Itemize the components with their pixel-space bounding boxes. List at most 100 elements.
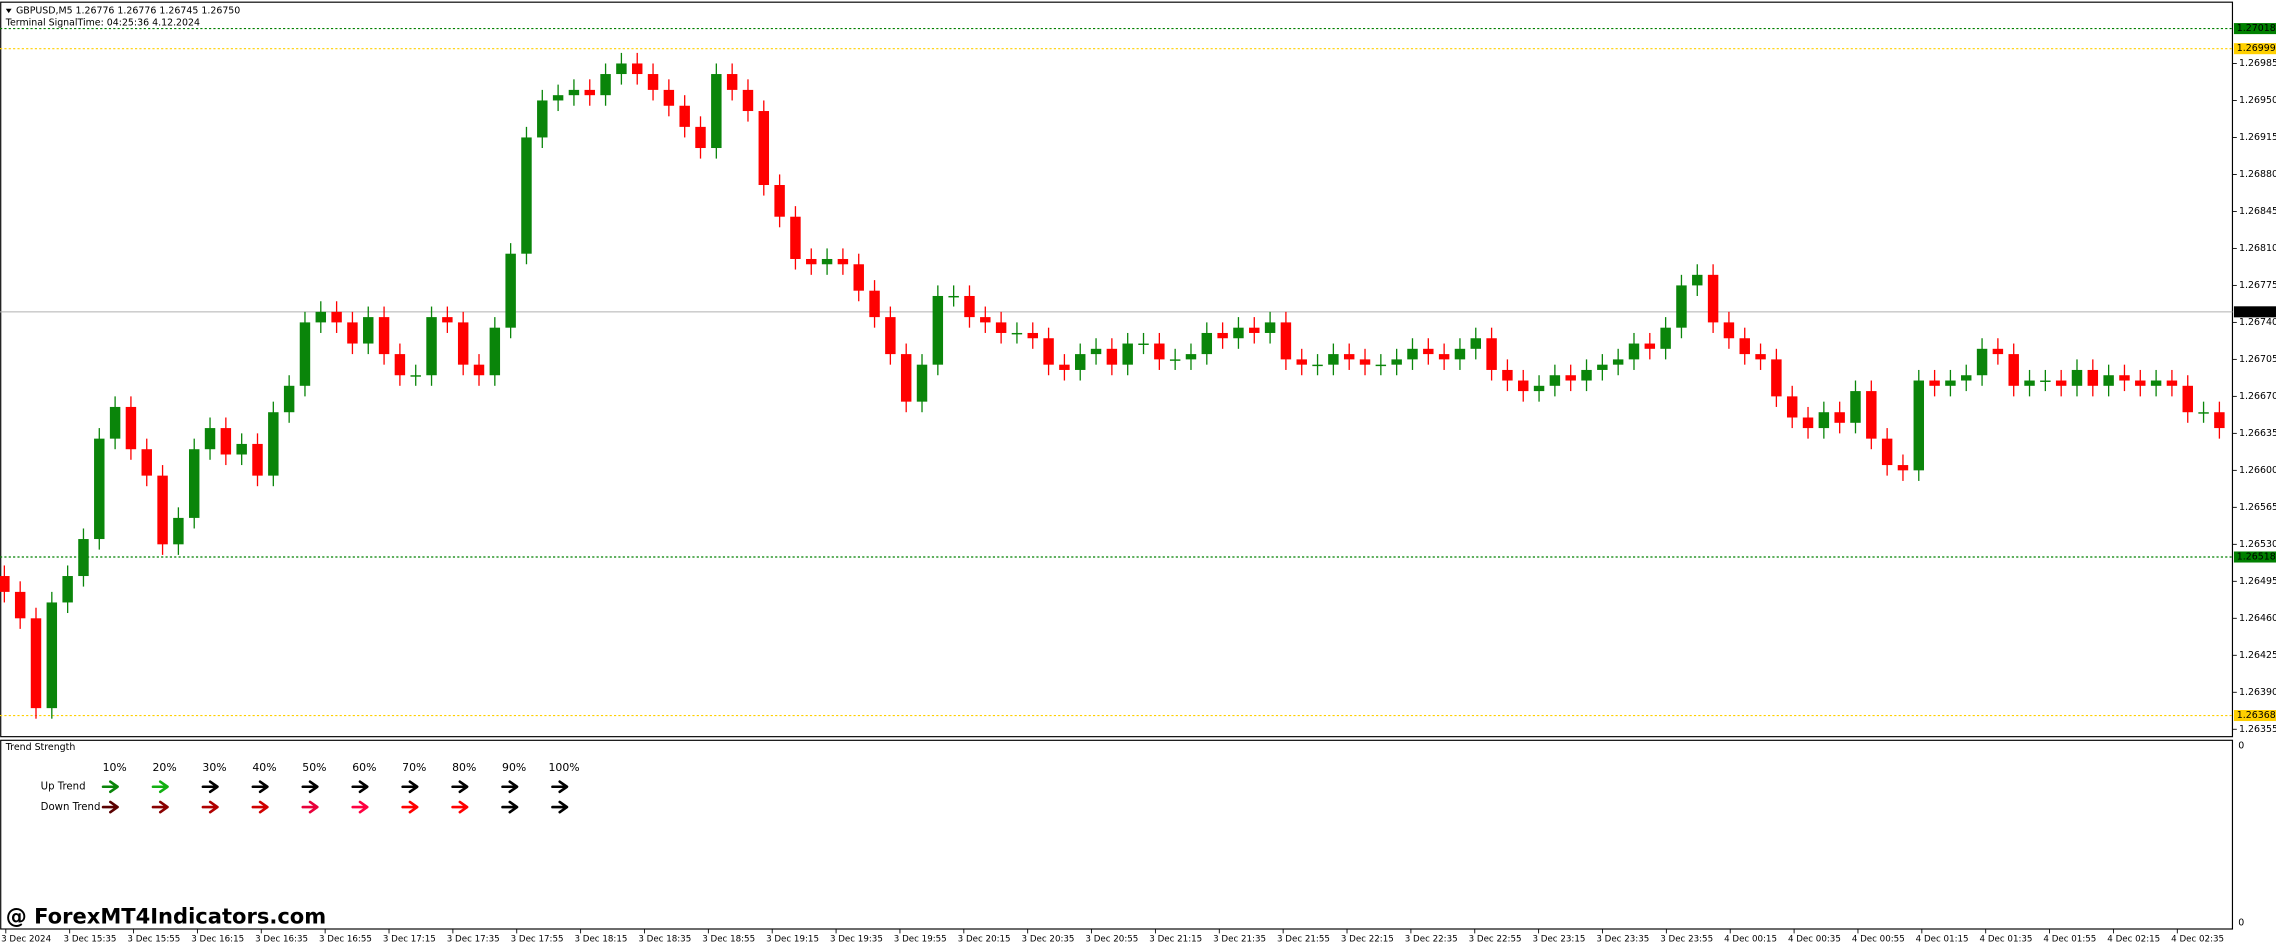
candle-body	[1249, 327, 1260, 333]
x-tick-label: 3 Dec 18:55	[702, 935, 755, 945]
main-frame	[0, 1, 2234, 738]
candle-body	[1217, 332, 1228, 339]
candle-body	[1866, 391, 1877, 439]
candle-body	[2198, 412, 2209, 414]
x-tick-label: 3 Dec 23:35	[1596, 935, 1649, 945]
y-tick-label: 1.26600	[2239, 465, 2276, 476]
candle-body	[1992, 348, 2004, 355]
candle-body	[30, 618, 42, 709]
level-tag	[2233, 43, 2276, 55]
candle-body	[331, 311, 342, 323]
trend-arrow	[151, 780, 169, 794]
candle-body	[1043, 338, 1054, 365]
y-tick-label: 1.26565	[2239, 502, 2276, 513]
trend-arrow	[251, 780, 269, 794]
level-label: 1.26518	[2237, 552, 2276, 563]
trend-arrow	[101, 780, 119, 794]
candle-body	[1723, 322, 1735, 339]
trend-arrow	[251, 800, 269, 814]
y-tick-label: 1.26530	[2239, 539, 2276, 550]
y-tick-label: 1.26740	[2239, 317, 2276, 328]
strength-level: 80%	[452, 761, 476, 774]
candle-body	[853, 264, 864, 291]
x-tick-label: 4 Dec 01:15	[1916, 935, 1969, 945]
candle-body	[94, 438, 105, 540]
candle-body	[457, 322, 469, 365]
candle-body	[552, 95, 564, 101]
y-tick-label: 1.26460	[2239, 613, 2276, 624]
x-tick-label: 3 Dec 17:35	[447, 935, 500, 945]
candle-body	[600, 74, 611, 96]
indicator-frame	[0, 739, 2234, 930]
candle-body	[900, 354, 912, 402]
level-label: 1.27018	[2237, 23, 2276, 34]
x-tick-label: 3 Dec 19:35	[830, 935, 883, 945]
level-label: 1.26750	[2237, 306, 2276, 317]
candle-body	[299, 322, 311, 386]
menu-triangle[interactable]	[5, 8, 12, 14]
x-tick-label: 4 Dec 02:15	[2107, 935, 2160, 945]
x-tick-label: 3 Dec 19:55	[894, 935, 947, 945]
trend-arrow	[301, 780, 319, 794]
candle-body	[157, 475, 168, 545]
y-tick-label: 1.26810	[2239, 243, 2276, 254]
candle-body	[1565, 375, 1576, 381]
x-tick-label: 3 Dec 17:15	[383, 935, 436, 945]
candle-body	[1597, 364, 1608, 370]
candle-body	[1169, 359, 1181, 361]
candle-body	[1312, 364, 1323, 367]
y-tick-label: 1.26950	[2239, 95, 2276, 106]
strength-level: 30%	[202, 761, 226, 774]
candle-body	[473, 364, 485, 376]
candle-body	[1296, 359, 1307, 365]
candle-body	[78, 539, 89, 577]
candle-body	[1454, 348, 1466, 360]
y-tick-label: 1.26845	[2239, 206, 2276, 217]
candle-body	[1122, 343, 1133, 365]
trend-arrow	[351, 800, 369, 814]
candle-body	[1897, 465, 1909, 471]
x-tick-label: 3 Dec 19:15	[766, 935, 819, 945]
candle-body	[2103, 375, 2114, 386]
trend-arrow	[551, 800, 569, 814]
candle-body	[616, 63, 627, 75]
candle-body	[964, 295, 975, 318]
candle-body	[790, 216, 801, 259]
candle-body	[1692, 274, 1703, 286]
x-tick-label: 3 Dec 2024	[1, 935, 51, 945]
candle-body	[1628, 343, 1640, 360]
candle-body	[1518, 380, 1529, 392]
candle-body	[1945, 380, 1956, 386]
candle-body	[1739, 338, 1750, 355]
candle-body	[1154, 343, 1165, 360]
candle-body	[774, 185, 785, 217]
candle-body	[204, 428, 216, 450]
indicator-axis-label: 0	[2238, 918, 2244, 929]
level-tag	[2233, 23, 2276, 35]
indicator-axis-label: 0	[2238, 741, 2244, 752]
candle-body	[236, 443, 247, 455]
candle-body	[1581, 369, 1592, 381]
candle-body	[378, 317, 390, 355]
candle-body	[837, 258, 849, 265]
y-tick-label: 1.26355	[2239, 724, 2276, 735]
watermark: @ ForexMT4Indicators.com	[6, 903, 326, 928]
y-tick-label: 1.26425	[2239, 650, 2276, 661]
candle-body	[1929, 380, 1940, 386]
candle-body	[173, 517, 184, 545]
candle-body	[1644, 343, 1656, 349]
candle-body	[995, 322, 1007, 333]
candle-body	[2071, 369, 2083, 386]
candle-body	[1771, 359, 1782, 397]
x-tick-label: 3 Dec 20:15	[958, 935, 1011, 945]
candle-body	[1612, 359, 1624, 365]
strength-level: 40%	[252, 761, 276, 774]
candle-body	[1106, 348, 1118, 365]
candle-body	[679, 105, 690, 127]
candle-body	[125, 406, 137, 450]
candle-body	[283, 385, 295, 413]
y-tick-label: 1.26705	[2239, 354, 2276, 365]
level-tag	[2233, 306, 2276, 318]
x-tick-label: 4 Dec 01:35	[1980, 935, 2033, 945]
